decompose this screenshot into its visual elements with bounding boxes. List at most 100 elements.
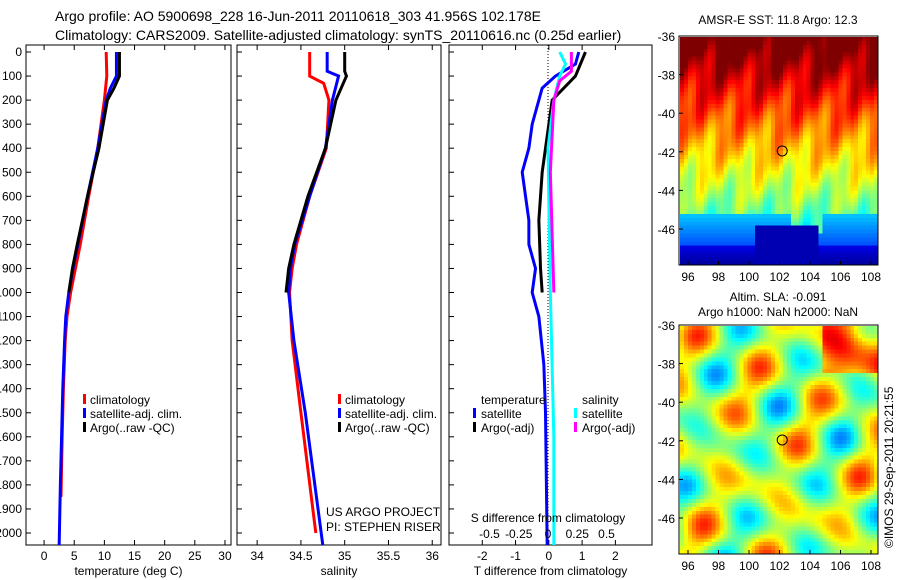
- sla-heatmap: [680, 326, 878, 554]
- depth-tick-label: 800: [2, 237, 22, 251]
- legend-label: climatology: [345, 393, 405, 407]
- argo-location-marker: [776, 434, 788, 446]
- legend-swatch: [83, 422, 86, 432]
- series-temperature-argo-raw-qc-: [67, 52, 121, 293]
- depth-tick-label: 900: [2, 261, 22, 275]
- depth-tick-label: 1200: [0, 334, 22, 348]
- timestamp: ©IMOS 29-Sep-2011 20:21:55: [882, 386, 896, 548]
- sla-map-lon-label: 104: [800, 559, 820, 573]
- argo-location-marker: [776, 145, 788, 157]
- sla-map-box: [678, 324, 879, 555]
- series-salinity-satellite: [546, 51, 568, 546]
- depth-tick-label: 1600: [0, 430, 22, 444]
- depth-tick-label: 400: [2, 141, 22, 155]
- sst-map-box: [678, 35, 879, 266]
- sst-map-lat-label: -38: [658, 69, 676, 83]
- depth-tick-label: 1400: [0, 382, 22, 396]
- depth-tick-label: 1900: [0, 502, 22, 516]
- s-diff-tick-label: 0: [545, 527, 552, 541]
- legend-swatch: [338, 422, 341, 432]
- depth-tick-label: 1300: [0, 358, 22, 372]
- salinity-xlabel: salinity: [321, 564, 358, 578]
- sla-map-lon-label: 106: [830, 559, 850, 573]
- legend-label: Argo(-adj): [481, 421, 534, 435]
- depth-tick-label: 1800: [0, 478, 22, 492]
- depth-tick-label: 500: [2, 165, 22, 179]
- sst-map-lon-label: 108: [861, 270, 881, 284]
- temperature-xtick-label: 20: [158, 549, 172, 563]
- sst-map-lon-label: 102: [769, 270, 789, 284]
- sla-map-lon-label: 100: [739, 559, 759, 573]
- legend-swatch: [473, 408, 476, 418]
- temperature-xlabel: temperature (deg C): [74, 564, 182, 578]
- depth-tick-label: 700: [2, 213, 22, 227]
- sla-map-title: Altim. SLA: -0.091: [730, 290, 827, 304]
- sla-map-lon-label: 102: [769, 559, 789, 573]
- depth-tick-label: 1500: [0, 406, 22, 420]
- s-diff-xlabel: S difference from climatology: [471, 511, 626, 525]
- difference-xtick-label: -1: [510, 549, 521, 563]
- series-temperature-satellite-adj-clim-: [57, 52, 118, 546]
- legend-swatch: [83, 408, 86, 418]
- legend-label: Argo(..raw -QC): [90, 421, 175, 435]
- salinity-xtick-label: 35.5: [377, 549, 401, 563]
- sla-map-lon-label: 98: [712, 559, 726, 573]
- depth-tick-label: 1100: [0, 310, 22, 324]
- sla-map-lat-label: -46: [658, 512, 676, 526]
- legend-swatch: [574, 422, 577, 432]
- legend-swatch: [338, 394, 341, 404]
- depth-tick-label: 100: [2, 69, 22, 83]
- sst-map-lat-label: -40: [658, 107, 676, 121]
- difference-xtick-label: 0: [545, 549, 552, 563]
- legend-label: Argo(..raw -QC): [345, 421, 430, 435]
- legend-swatch: [338, 408, 341, 418]
- sla-map-lat-label: -42: [658, 435, 676, 449]
- depth-tick-label: 1700: [0, 454, 22, 468]
- series-temperature-satellite: [520, 51, 581, 546]
- s-diff-tick-label: -0.5: [479, 527, 500, 541]
- sla-map-subtitle: Argo h1000: NaN h2000: NaN: [698, 305, 858, 319]
- difference-xlabel: T difference from climatology: [474, 564, 628, 578]
- legend-swatch: [473, 422, 476, 432]
- s-diff-tick-label: 0.25: [566, 527, 590, 541]
- series-temperature-argo-adj-: [537, 51, 587, 293]
- figure-title-line1: Argo profile: AO 5900698_228 16-Jun-2011…: [55, 8, 541, 24]
- difference-xtick-label: -2: [477, 549, 488, 563]
- legend-label: climatology: [90, 393, 150, 407]
- legend-title-salinity: salinity: [582, 393, 619, 407]
- legend-label: satellite-adj. clim.: [345, 407, 437, 421]
- salinity-xtick-label: 35: [338, 549, 352, 563]
- temperature-xtick-label: 5: [71, 549, 78, 563]
- depth-tick-label: 300: [2, 117, 22, 131]
- legend-label: satellite-adj. clim.: [90, 407, 182, 421]
- sst-heatmap: [680, 37, 878, 265]
- legend-label: Argo(-adj): [582, 421, 635, 435]
- legend-label: satellite: [481, 407, 522, 421]
- s-diff-tick-label: -0.25: [505, 527, 533, 541]
- series-salinity-argo-adj-: [548, 52, 573, 293]
- s-diff-tick-label: 0.5: [598, 527, 615, 541]
- temperature-xtick-label: 10: [98, 549, 112, 563]
- sla-map-lat-label: -38: [658, 358, 676, 372]
- sla-map-lon-label: 96: [681, 559, 695, 573]
- series-salinity-argo-raw-qc-: [284, 52, 349, 293]
- sla-map-lat-label: -40: [658, 396, 676, 410]
- temperature-xtick-label: 0: [41, 549, 48, 563]
- sst-map-lon-label: 96: [681, 270, 695, 284]
- sla-map-lat-label: -36: [658, 319, 676, 333]
- legend-swatch: [574, 408, 577, 418]
- depth-tick-label: 1000: [0, 286, 22, 300]
- temperature-xtick-label: 30: [218, 549, 232, 563]
- credit-line2: PI: STEPHEN RISER: [326, 520, 441, 534]
- temperature-xtick-label: 15: [128, 549, 142, 563]
- legend-swatch: [83, 394, 86, 404]
- sst-map-lon-label: 98: [712, 270, 726, 284]
- sst-map-lon-label: 100: [739, 270, 759, 284]
- sst-map-lat-label: -36: [658, 30, 676, 44]
- sla-map-lon-label: 108: [861, 559, 881, 573]
- temperature-xtick-label: 25: [188, 549, 202, 563]
- sst-map-lon-label: 104: [800, 270, 820, 284]
- salinity-xtick-label: 36: [426, 549, 440, 563]
- sst-map-title: AMSR-E SST: 11.8 Argo: 12.3: [698, 13, 858, 27]
